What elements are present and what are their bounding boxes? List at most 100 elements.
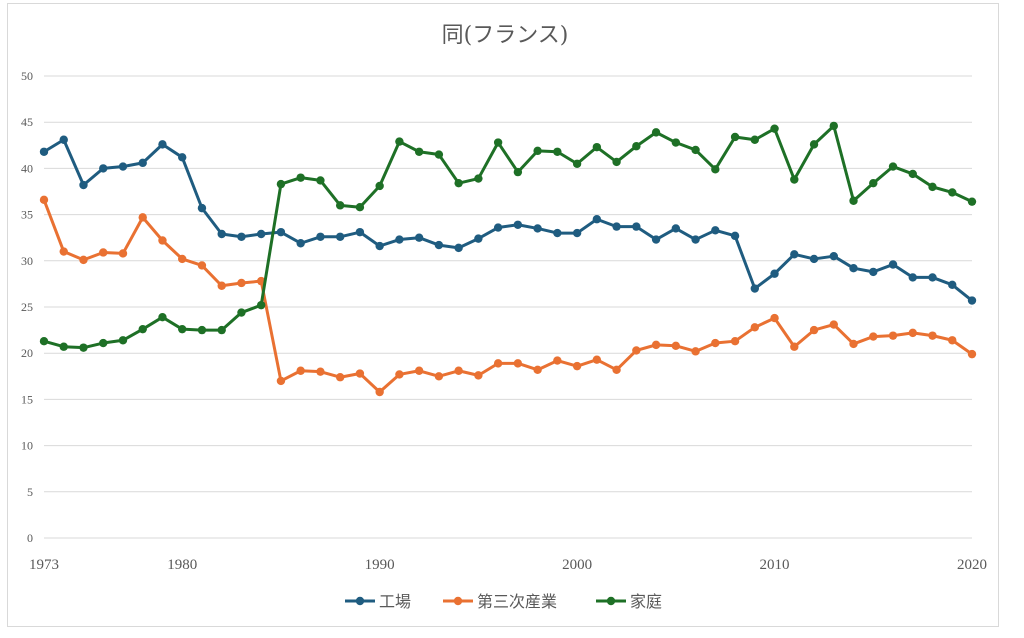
data-point bbox=[651, 340, 661, 350]
legend-swatch-marker bbox=[355, 596, 365, 606]
data-point bbox=[730, 231, 740, 241]
data-point bbox=[829, 320, 838, 329]
data-point bbox=[79, 180, 88, 190]
legend-label: 家庭 bbox=[630, 592, 662, 611]
data-point bbox=[928, 331, 937, 340]
data-point bbox=[138, 324, 147, 334]
x-axis-ticks: 1973 1980 1990 2000 2010 2020 bbox=[29, 557, 987, 573]
data-point bbox=[533, 146, 542, 156]
data-point bbox=[493, 223, 503, 232]
data-point bbox=[790, 250, 799, 259]
data-point bbox=[809, 254, 819, 264]
data-point bbox=[967, 349, 977, 359]
data-point bbox=[632, 142, 641, 151]
data-point bbox=[118, 162, 128, 171]
data-point bbox=[691, 347, 700, 356]
data-point bbox=[395, 137, 404, 146]
data-point bbox=[256, 300, 266, 310]
data-point bbox=[79, 255, 88, 265]
data-point bbox=[809, 325, 819, 335]
data-point bbox=[335, 201, 345, 210]
data-point bbox=[493, 359, 503, 368]
data-point bbox=[316, 232, 325, 241]
data-point bbox=[888, 162, 898, 171]
y-tick-label: 40 bbox=[21, 161, 33, 175]
data-point bbox=[572, 361, 582, 371]
data-point bbox=[928, 273, 937, 282]
data-point bbox=[237, 232, 246, 241]
x-tick-label: 1980 bbox=[167, 557, 197, 573]
data-point bbox=[474, 234, 483, 243]
data-point bbox=[375, 241, 384, 251]
data-point bbox=[39, 195, 49, 205]
data-point bbox=[178, 254, 187, 264]
data-point bbox=[335, 373, 345, 382]
data-point bbox=[276, 376, 286, 386]
y-tick-label: 25 bbox=[21, 300, 33, 314]
y-tick-label: 20 bbox=[21, 346, 33, 360]
data-point bbox=[553, 356, 562, 365]
data-point bbox=[237, 308, 246, 317]
data-point bbox=[158, 312, 167, 322]
x-tick-label: 2000 bbox=[562, 557, 592, 573]
data-point bbox=[513, 220, 523, 229]
data-point bbox=[572, 159, 582, 168]
x-tick-label: 1973 bbox=[29, 557, 59, 573]
gridlines bbox=[44, 75, 972, 539]
data-point bbox=[632, 346, 641, 355]
series-group bbox=[39, 195, 977, 397]
data-point bbox=[395, 235, 404, 244]
data-point bbox=[790, 175, 799, 184]
data-point bbox=[197, 325, 207, 335]
data-point bbox=[592, 355, 602, 364]
data-point bbox=[355, 203, 365, 212]
data-point bbox=[256, 229, 266, 239]
data-point bbox=[217, 325, 226, 335]
y-axis-ticks: 0 5 10 15 20 25 30 35 40 45 50 bbox=[21, 69, 33, 545]
data-point bbox=[99, 248, 108, 257]
data-point bbox=[355, 227, 365, 237]
data-point bbox=[809, 140, 819, 149]
data-point bbox=[770, 269, 779, 278]
data-point bbox=[948, 336, 957, 345]
y-tick-label: 10 bbox=[21, 439, 33, 453]
data-point bbox=[671, 224, 681, 233]
data-point bbox=[276, 227, 286, 237]
y-tick-label: 5 bbox=[27, 485, 33, 499]
data-point bbox=[59, 135, 68, 144]
data-point bbox=[770, 313, 779, 323]
data-point bbox=[869, 267, 878, 277]
data-point bbox=[651, 235, 661, 244]
data-point bbox=[948, 188, 957, 197]
data-point bbox=[414, 147, 424, 156]
data-point bbox=[414, 366, 424, 375]
data-point bbox=[888, 260, 898, 269]
data-point bbox=[217, 229, 226, 239]
series-lines bbox=[39, 121, 977, 397]
data-point bbox=[434, 372, 444, 381]
data-point bbox=[651, 128, 661, 137]
data-point bbox=[750, 323, 760, 332]
data-point bbox=[671, 341, 681, 351]
data-point bbox=[908, 273, 917, 282]
data-point bbox=[572, 228, 582, 238]
data-point bbox=[59, 342, 68, 351]
data-point bbox=[967, 296, 977, 305]
data-point bbox=[592, 142, 602, 152]
data-point bbox=[948, 280, 957, 290]
data-point bbox=[335, 232, 345, 241]
data-point bbox=[711, 165, 720, 174]
data-point bbox=[296, 366, 305, 375]
data-point bbox=[928, 182, 937, 192]
data-point bbox=[178, 153, 187, 162]
data-point bbox=[592, 215, 602, 224]
data-point bbox=[59, 247, 68, 256]
data-point bbox=[730, 132, 740, 142]
data-point bbox=[197, 203, 207, 213]
data-point bbox=[158, 140, 167, 149]
y-tick-label: 0 bbox=[27, 531, 33, 545]
data-point bbox=[493, 138, 503, 147]
data-point bbox=[849, 339, 858, 349]
series-line bbox=[43, 138, 973, 302]
